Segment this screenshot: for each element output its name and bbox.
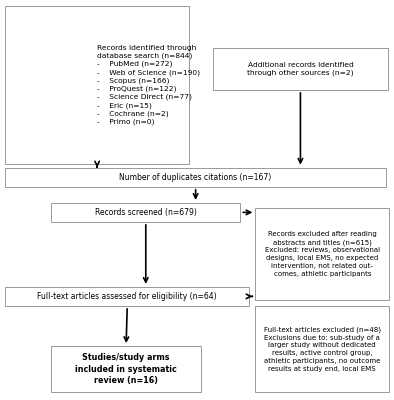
FancyBboxPatch shape xyxy=(255,208,389,300)
FancyBboxPatch shape xyxy=(5,287,249,306)
Text: Records identified through
database search (n=844)
-    PubMed (n=272)
-    Web : Records identified through database sear… xyxy=(97,45,200,125)
Text: Additional records identified
through other sources (n=2): Additional records identified through ot… xyxy=(247,62,354,76)
Text: Records screened (n=679): Records screened (n=679) xyxy=(95,208,197,217)
FancyBboxPatch shape xyxy=(213,48,388,90)
Text: Number of duplicates citations (n=167): Number of duplicates citations (n=167) xyxy=(119,173,272,182)
FancyBboxPatch shape xyxy=(51,203,240,222)
FancyBboxPatch shape xyxy=(255,306,389,392)
Text: Records excluded after reading
abstracts and titles (n=615)
Excluded: reviews, o: Records excluded after reading abstracts… xyxy=(265,231,380,277)
FancyBboxPatch shape xyxy=(5,168,386,187)
Text: Studies/study arms
included in systematic
review (n=16): Studies/study arms included in systemati… xyxy=(75,353,177,385)
FancyBboxPatch shape xyxy=(51,346,201,392)
FancyBboxPatch shape xyxy=(5,6,189,164)
Text: Full-text articles assessed for eligibility (n=64): Full-text articles assessed for eligibil… xyxy=(37,292,217,301)
Text: Full-text articles excluded (n=48)
Exclusions due to: sub-study of a
larger stud: Full-text articles excluded (n=48) Exclu… xyxy=(264,326,381,372)
